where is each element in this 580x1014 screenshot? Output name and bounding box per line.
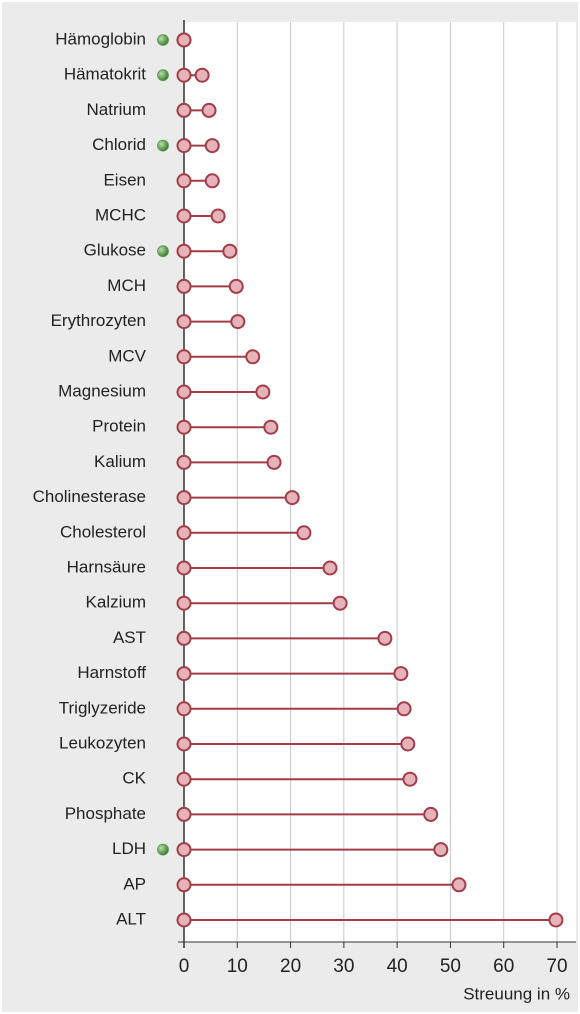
- start-dot: [176, 630, 192, 646]
- y-tick-label: Triglyzeride: [59, 698, 146, 717]
- value-dot: [377, 630, 393, 646]
- value-dot: [332, 595, 348, 611]
- x-tick-label: 70: [546, 956, 567, 977]
- value-dot: [451, 877, 467, 893]
- value-dot: [400, 736, 416, 752]
- start-dot: [176, 842, 192, 858]
- start-dot: [176, 138, 192, 154]
- x-tick-label: 20: [280, 956, 301, 977]
- value-dot: [402, 771, 418, 787]
- y-tick-label: MCH: [107, 276, 146, 295]
- start-dot: [176, 701, 192, 717]
- value-dot: [263, 419, 279, 435]
- value-dot: [322, 560, 338, 576]
- start-dot: [176, 173, 192, 189]
- value-dot: [393, 666, 409, 682]
- highlight-dot: [157, 139, 169, 152]
- y-tick-label: Eisen: [103, 170, 146, 189]
- x-tick-label: 10: [227, 956, 248, 977]
- value-dot: [176, 32, 192, 48]
- value-dot: [245, 349, 261, 365]
- y-tick-label: MCV: [108, 346, 146, 365]
- start-dot: [176, 67, 192, 83]
- x-axis-label: Streuung in %: [463, 984, 570, 1003]
- value-dot: [230, 314, 246, 330]
- y-tick-label: Magnesium: [58, 381, 146, 400]
- y-tick-label: AST: [113, 628, 146, 647]
- y-tick-label: CK: [122, 769, 146, 788]
- y-tick-label: ALT: [116, 909, 146, 928]
- y-tick-label: Harnsäure: [67, 557, 146, 576]
- y-tick-label: Hämatokrit: [64, 65, 146, 84]
- start-dot: [176, 314, 192, 330]
- value-dot: [296, 525, 312, 541]
- start-dot: [176, 771, 192, 787]
- y-tick-label: Glukose: [84, 241, 146, 260]
- start-dot: [176, 208, 192, 224]
- highlight-dot: [157, 843, 169, 856]
- value-dot: [423, 806, 439, 822]
- x-tick-label: 50: [440, 956, 461, 977]
- highlight-dot: [157, 34, 169, 46]
- start-dot: [176, 454, 192, 470]
- start-dot: [176, 912, 192, 928]
- y-tick-label: Kalium: [94, 452, 146, 471]
- y-tick-label: Natrium: [86, 100, 146, 119]
- value-dot: [396, 701, 412, 717]
- y-tick-label: Phosphate: [65, 804, 146, 823]
- start-dot: [176, 278, 192, 294]
- x-tick-label: 60: [493, 956, 514, 977]
- y-tick-label: Harnstoff: [77, 663, 146, 682]
- start-dot: [176, 560, 192, 576]
- plot-area: [184, 22, 576, 942]
- value-dot: [204, 138, 220, 154]
- start-dot: [176, 525, 192, 541]
- value-dot: [204, 173, 220, 189]
- y-tick-label: Erythrozyten: [51, 311, 146, 330]
- y-tick-label: Cholesterol: [60, 522, 146, 541]
- y-tick-label: Chlorid: [92, 135, 146, 154]
- x-tick-label: 40: [387, 956, 408, 977]
- y-tick-label: LDH: [112, 839, 146, 858]
- value-dot: [194, 67, 210, 83]
- start-dot: [176, 806, 192, 822]
- highlight-dot: [157, 245, 169, 258]
- start-dot: [176, 419, 192, 435]
- y-tick-label: Kalzium: [86, 593, 146, 612]
- start-dot: [176, 349, 192, 365]
- start-dot: [176, 384, 192, 400]
- value-dot: [266, 454, 282, 470]
- value-dot: [222, 243, 238, 259]
- value-dot: [433, 842, 449, 858]
- start-dot: [176, 736, 192, 752]
- y-tick-label: Cholinesterase: [33, 487, 146, 506]
- value-dot: [548, 912, 564, 928]
- y-tick-label: AP: [123, 874, 146, 893]
- y-tick-label: Hämoglobin: [55, 29, 146, 48]
- x-tick-label: 30: [333, 956, 354, 977]
- start-dot: [176, 243, 192, 259]
- y-tick-label: Protein: [92, 417, 146, 436]
- start-dot: [176, 102, 192, 118]
- value-dot: [201, 102, 217, 118]
- highlight-dot: [157, 69, 169, 82]
- value-dot: [255, 384, 271, 400]
- y-tick-label: Leukozyten: [59, 733, 146, 752]
- start-dot: [176, 595, 192, 611]
- start-dot: [176, 877, 192, 893]
- value-dot: [284, 490, 300, 506]
- start-dot: [176, 490, 192, 506]
- x-tick-label: 0: [179, 956, 190, 977]
- value-dot: [228, 278, 244, 294]
- y-tick-label: MCHC: [95, 205, 146, 224]
- value-dot: [210, 208, 226, 224]
- start-dot: [176, 666, 192, 682]
